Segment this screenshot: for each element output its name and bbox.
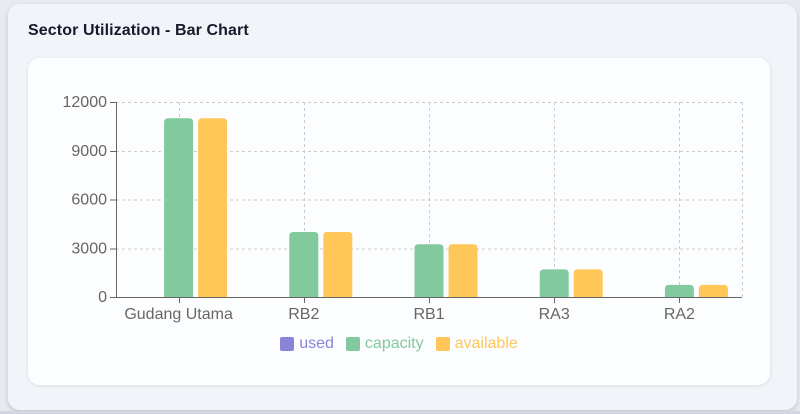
bar-capacity-ra3[interactable]: [539, 269, 569, 297]
legend-swatch-used: [280, 337, 295, 351]
bar-available-gudang-utama[interactable]: [198, 118, 228, 297]
y-axis-tick-label: 3000: [71, 240, 107, 257]
y-axis-tick-label: 9000: [71, 143, 107, 160]
bar-available-rb2[interactable]: [323, 232, 353, 297]
legend-swatch-capacity: [345, 337, 360, 351]
bar-capacity-rb1[interactable]: [414, 244, 444, 297]
x-axis-category-label: RA3: [539, 306, 570, 323]
bar-available-ra2[interactable]: [698, 284, 728, 297]
bar-available-ra3[interactable]: [573, 269, 603, 297]
bar-capacity-gudang-utama[interactable]: [164, 118, 194, 297]
legend-label: used: [299, 335, 334, 352]
legend-label: capacity: [364, 335, 424, 352]
x-axis-category-label: RB1: [413, 306, 444, 323]
bar-capacity-rb2[interactable]: [289, 232, 319, 297]
legend-item-capacity: capacity: [345, 334, 424, 354]
bar-chart[interactable]: 0 3000 6000 9000 12000 Gudang Utama RB2 RB1 RA3 R…: [28, 58, 770, 330]
chart-legend: used capacity available: [28, 334, 770, 354]
x-axis-category-label: RA2: [664, 306, 695, 323]
page-title: Sector Utilization - Bar Chart: [28, 22, 249, 39]
bar-available-rb1[interactable]: [448, 244, 478, 297]
y-axis-tick-label: 12000: [63, 94, 108, 111]
y-axis-tick-label: 0: [98, 289, 107, 306]
bar-capacity-ra2[interactable]: [664, 284, 694, 297]
chart-card: 0 3000 6000 9000 12000 Gudang Utama RB2 RB1 RA3 R…: [28, 58, 770, 385]
legend-item-used: used: [280, 334, 334, 354]
legend-label: available: [454, 335, 518, 352]
legend-item-available: available: [435, 334, 518, 354]
x-axis-category-label: Gudang Utama: [124, 306, 233, 323]
y-axis-tick-label: 6000: [71, 192, 107, 209]
legend-swatch-available: [435, 337, 450, 351]
chart-panel: Sector Utilization - Bar Chart 0 3000 6000…: [8, 4, 797, 410]
page-bottom-edge: [0, 411, 800, 414]
x-axis-category-label: RB2: [288, 306, 319, 323]
